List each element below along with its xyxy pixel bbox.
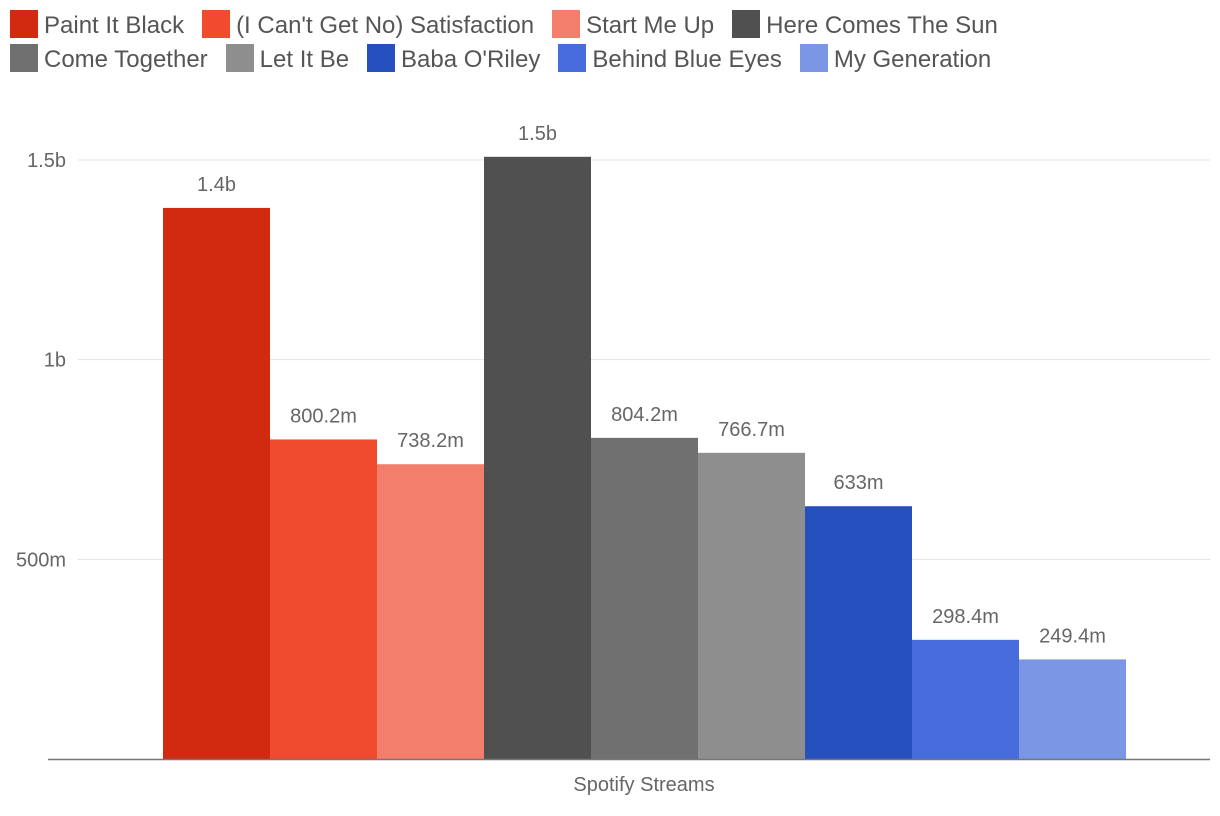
- legend-swatch: [202, 10, 231, 38]
- legend-label: (I Can't Get No) Satisfaction: [236, 12, 535, 39]
- legend-label: My Generation: [833, 46, 992, 73]
- y-tick-label: 500m: [16, 549, 66, 571]
- data-label-start-me-up: 738.2m: [397, 430, 464, 452]
- data-label-baba-o-riley: 633m: [833, 472, 883, 494]
- legend-swatch: [367, 44, 396, 72]
- data-label-here-comes-the-sun: 1.5b: [518, 123, 557, 145]
- chart-legend: Paint It Black (I Can't Get No) Satisfact…: [10, 9, 1210, 77]
- bar-let-it-be[interactable]: [698, 452, 805, 759]
- bar-baba-o-riley[interactable]: [805, 506, 912, 759]
- legend-item-behind-blue-eyes[interactable]: Behind Blue Eyes: [558, 43, 782, 77]
- x-axis-label: Spotify Streams: [573, 774, 714, 796]
- legend-swatch: [552, 10, 581, 38]
- bar-paint-it-black[interactable]: [163, 207, 270, 760]
- legend-label: Behind Blue Eyes: [592, 46, 782, 73]
- bar-behind-blue-eyes[interactable]: [912, 639, 1019, 759]
- legend-swatch: [225, 44, 254, 72]
- y-tick-label: 1b: [44, 350, 66, 372]
- data-labels: 1.4b 800.2m 738.2m 1.5b 804.2m 766.7m 633m 298.…: [197, 123, 1106, 648]
- legend-label: Here Comes The Sun: [766, 12, 998, 39]
- data-label-let-it-be: 766.7m: [718, 419, 785, 441]
- legend-item-baba-o-riley[interactable]: Baba O'Riley: [367, 43, 540, 77]
- legend-label: Paint It Black: [44, 12, 185, 39]
- legend-swatch: [10, 44, 38, 72]
- bar-start-me-up[interactable]: [377, 464, 484, 759]
- legend-swatch: [558, 44, 587, 72]
- legend-item-i-can-t-get-no-satisfaction[interactable]: (I Can't Get No) Satisfaction: [202, 9, 534, 43]
- legend-label: Start Me Up: [586, 12, 715, 39]
- bar-i-can-t-get-no-satisfaction[interactable]: [270, 439, 377, 759]
- y-axis-ticks: 500m 1b 1.5b: [16, 150, 66, 571]
- data-label-i-can-t-get-no-satisfaction: 800.2m: [290, 405, 357, 427]
- legend-item-come-together[interactable]: Come Together: [10, 43, 208, 77]
- legend-label: Baba O'Riley: [401, 46, 541, 73]
- data-label-paint-it-black: 1.4b: [197, 174, 236, 196]
- y-tick-label: 1.5b: [27, 150, 66, 172]
- legend-swatch: [732, 10, 761, 38]
- bar-come-together[interactable]: [591, 437, 698, 759]
- legend-label: Let It Be: [259, 46, 350, 73]
- legend-label: Come Together: [44, 46, 208, 73]
- bars: [163, 156, 1126, 760]
- data-label-come-together: 804.2m: [611, 404, 678, 426]
- bar-here-comes-the-sun[interactable]: [484, 156, 591, 760]
- legend-item-paint-it-black[interactable]: Paint It Black: [10, 9, 184, 43]
- legend-item-here-comes-the-sun[interactable]: Here Comes The Sun: [732, 9, 998, 43]
- legend-swatch: [10, 10, 38, 38]
- data-label-my-generation: 249.4m: [1039, 625, 1106, 647]
- bar-my-generation[interactable]: [1019, 659, 1126, 759]
- legend-item-start-me-up[interactable]: Start Me Up: [552, 9, 714, 43]
- legend-item-my-generation[interactable]: My Generation: [799, 43, 992, 77]
- legend-swatch: [799, 44, 828, 72]
- data-label-behind-blue-eyes: 298.4m: [932, 606, 999, 628]
- legend-item-let-it-be[interactable]: Let It Be: [225, 43, 350, 77]
